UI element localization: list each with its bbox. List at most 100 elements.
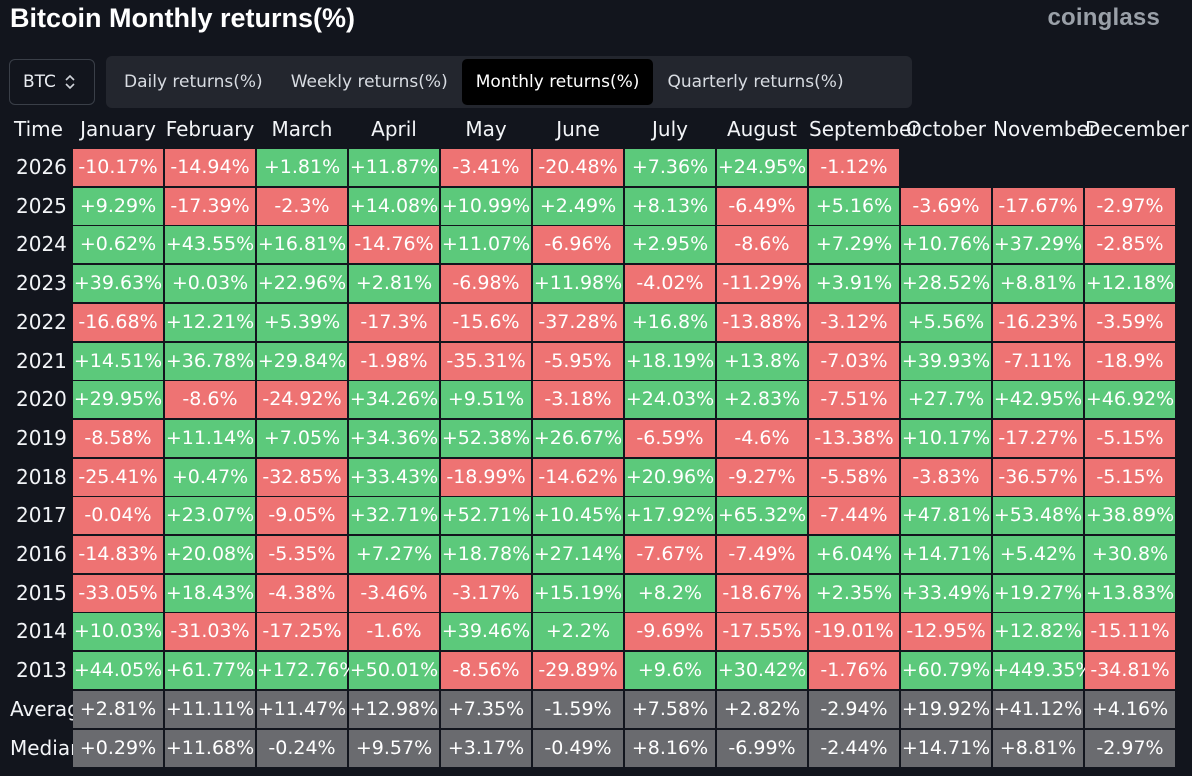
return-cell: +2.95% — [625, 226, 715, 263]
return-cell: +16.8% — [625, 304, 715, 341]
return-cell: +3.91% — [809, 265, 899, 302]
return-cell: -25.41% — [73, 459, 163, 496]
return-cell: -3.59% — [1085, 304, 1175, 341]
return-cell — [901, 149, 991, 186]
return-cell: +9.57% — [349, 730, 439, 767]
return-cell: -17.39% — [165, 188, 255, 225]
row-label: 2014 — [16, 619, 67, 643]
return-cell: -14.76% — [349, 226, 439, 263]
return-cell: -8.6% — [717, 226, 807, 263]
return-cell: -36.57% — [993, 459, 1083, 496]
return-cell: +5.16% — [809, 188, 899, 225]
return-cell: -8.6% — [165, 381, 255, 418]
table-row: 2015 -33.05% +18.43% -4.38% -3.46% -3.17% +15.… — [0, 575, 1192, 612]
return-cell: -29.89% — [533, 652, 623, 689]
return-cell: -15.6% — [441, 304, 531, 341]
return-cell: +12.18% — [1085, 265, 1175, 302]
return-cell: +12.21% — [165, 304, 255, 341]
return-cell: +8.13% — [625, 188, 715, 225]
return-cell: -3.69% — [901, 188, 991, 225]
return-cell: -32.85% — [257, 459, 347, 496]
row-label: 2016 — [16, 542, 67, 566]
return-cell: +18.78% — [441, 536, 531, 573]
return-cell: +9.51% — [441, 381, 531, 418]
return-cell: +7.29% — [809, 226, 899, 263]
return-cell: -2.3% — [257, 188, 347, 225]
return-cell: -7.49% — [717, 536, 807, 573]
return-cell — [1085, 149, 1175, 186]
tab-quarterly-returns[interactable]: Quarterly returns(%) — [667, 72, 844, 92]
return-cell: -18.9% — [1085, 343, 1175, 380]
tab-weekly-returns[interactable]: Weekly returns(%) — [290, 72, 448, 92]
return-cell: +19.27% — [993, 575, 1083, 612]
returns-period-tabs: Daily returns(%) Weekly returns(%) Monthly… — [106, 56, 912, 108]
page-title: Bitcoin Monthly returns(%) — [10, 3, 355, 33]
return-cell: +14.51% — [73, 343, 163, 380]
asset-select[interactable]: BTC — [9, 59, 95, 105]
return-cell: +41.12% — [993, 691, 1083, 728]
return-cell: +10.17% — [901, 420, 991, 457]
return-cell: +50.01% — [349, 652, 439, 689]
return-cell: +14.08% — [349, 188, 439, 225]
return-cell: -31.03% — [165, 613, 255, 650]
return-cell: +2.2% — [533, 613, 623, 650]
table-row: 2019 -8.58% +11.14% +7.05% +34.36% +52.38% +26… — [0, 420, 1192, 457]
return-cell: +32.71% — [349, 497, 439, 534]
return-cell: +7.05% — [257, 420, 347, 457]
return-cell: +2.83% — [717, 381, 807, 418]
return-cell: +23.07% — [165, 497, 255, 534]
return-cell: -5.15% — [1085, 459, 1175, 496]
return-cell: +38.89% — [1085, 497, 1175, 534]
brand-logo: coinglass — [1047, 4, 1160, 31]
return-cell: +65.32% — [717, 497, 807, 534]
return-cell: +10.76% — [901, 226, 991, 263]
return-cell: -9.69% — [625, 613, 715, 650]
return-cell: -17.67% — [993, 188, 1083, 225]
table-row: 2020 +29.95% -8.6% -24.92% +34.26% +9.51% -3.1… — [0, 381, 1192, 418]
return-cell: -3.83% — [901, 459, 991, 496]
return-cell: -13.88% — [717, 304, 807, 341]
return-cell: +7.27% — [349, 536, 439, 573]
header-january: January — [80, 117, 156, 141]
header-july: July — [652, 117, 688, 141]
return-cell: -3.12% — [809, 304, 899, 341]
tab-daily-returns[interactable]: Daily returns(%) — [124, 72, 263, 92]
return-cell: +52.71% — [441, 497, 531, 534]
return-cell: +24.95% — [717, 149, 807, 186]
return-cell: -1.59% — [533, 691, 623, 728]
return-cell: +449.35% — [993, 652, 1093, 689]
row-label: 2019 — [16, 426, 67, 450]
return-cell: -7.11% — [993, 343, 1083, 380]
table-row: 2018 -25.41% +0.47% -32.85% +33.43% -18.99% -1… — [0, 459, 1192, 496]
return-cell: +44.05% — [73, 652, 163, 689]
return-cell: +0.29% — [73, 730, 163, 767]
return-cell: +34.36% — [349, 420, 439, 457]
header-february: February — [165, 117, 255, 141]
return-cell: -24.92% — [257, 381, 347, 418]
summary-row-average: Average +2.81% +11.11% +11.47% +12.98% +7.35%… — [0, 691, 1192, 728]
header-august: August — [727, 117, 797, 141]
return-cell: -3.46% — [349, 575, 439, 612]
return-cell: +11.87% — [349, 149, 439, 186]
return-cell: +53.48% — [993, 497, 1083, 534]
return-cell: +2.49% — [533, 188, 623, 225]
return-cell: -5.95% — [533, 343, 623, 380]
return-cell: -2.94% — [809, 691, 899, 728]
return-cell: +61.77% — [165, 652, 255, 689]
return-cell: +11.47% — [257, 691, 347, 728]
tab-monthly-returns[interactable]: Monthly returns(%) — [461, 59, 654, 105]
return-cell: -19.01% — [809, 613, 899, 650]
return-cell: -7.67% — [625, 536, 715, 573]
return-cell: +2.81% — [349, 265, 439, 302]
return-cell: -5.15% — [1085, 420, 1175, 457]
return-cell: -6.59% — [625, 420, 715, 457]
up-down-chevron-icon — [65, 74, 75, 90]
return-cell: -20.48% — [533, 149, 623, 186]
return-cell: +12.82% — [993, 613, 1083, 650]
header-march: March — [271, 117, 333, 141]
return-cell: +172.76% — [257, 652, 357, 689]
return-cell: +2.35% — [809, 575, 899, 612]
return-cell: -6.98% — [441, 265, 531, 302]
return-cell: +10.99% — [441, 188, 531, 225]
return-cell: -3.18% — [533, 381, 623, 418]
